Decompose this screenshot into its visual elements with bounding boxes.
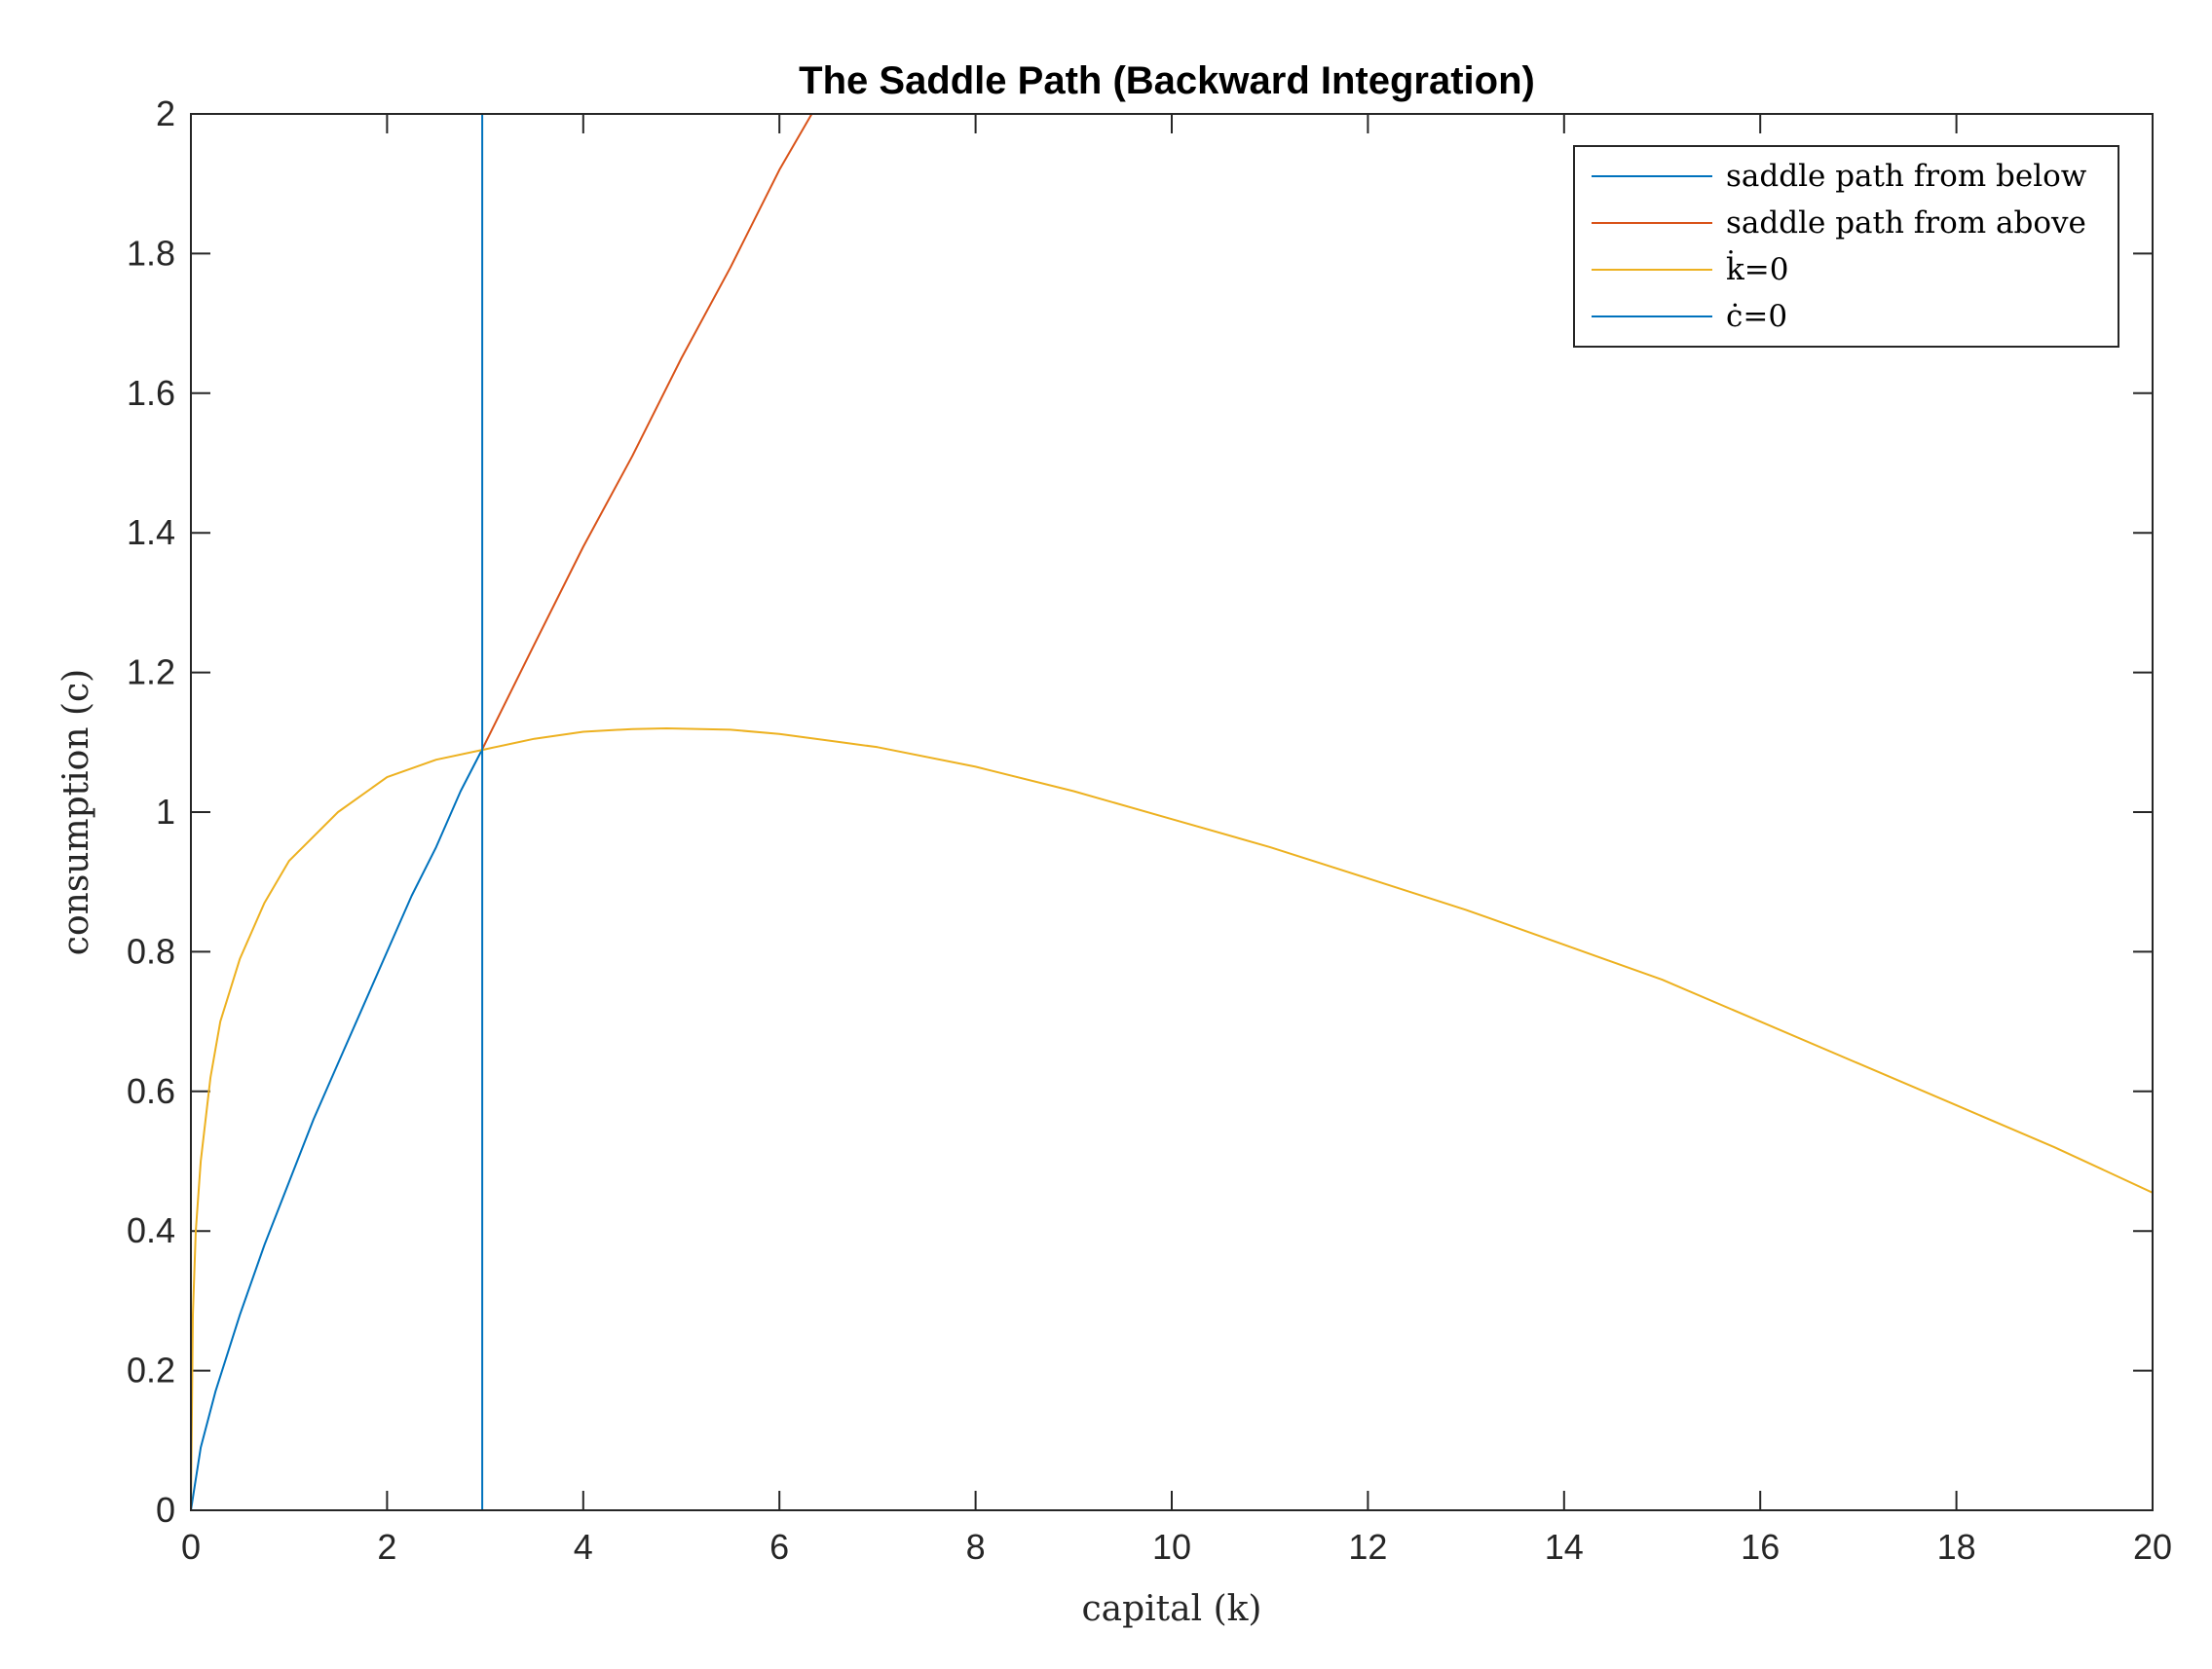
- legend-label-3: ċ=0: [1726, 299, 1787, 334]
- axis-ticks: [190, 113, 2154, 1511]
- x-axis-label: capital (k): [1082, 1589, 1262, 1629]
- y-tick-label: 1.4: [127, 512, 175, 552]
- series-line-0: [191, 748, 484, 1510]
- legend-entries: saddle path from below saddle path from a…: [1592, 159, 2087, 334]
- x-tick-label: 12: [1348, 1527, 1387, 1567]
- x-tick-label: 8: [966, 1527, 986, 1567]
- y-tick-label: 0.8: [127, 931, 175, 971]
- x-tick-label: 6: [769, 1527, 789, 1567]
- x-tick-label: 20: [2133, 1527, 2172, 1567]
- y-axis-label: consumption (c): [56, 669, 96, 955]
- series-line-1: [481, 114, 813, 751]
- series-lines: [191, 114, 2153, 1510]
- x-tick-label: 10: [1152, 1527, 1191, 1567]
- x-tick-label: 4: [574, 1527, 593, 1567]
- series-line-2: [191, 727, 2153, 1510]
- y-tick-label: 2: [156, 93, 175, 133]
- x-tick-label: 16: [1741, 1527, 1780, 1567]
- tick-labels: 0 2 4 6 8 10 12 14 16 18 20 0 0.2 0.4 0.6 0.8 1 1.2 1.4 1.6…: [127, 93, 2172, 1567]
- x-tick-label: 0: [181, 1527, 201, 1567]
- y-tick-label: 0.6: [127, 1071, 175, 1111]
- legend-label-2: k̇=0: [1726, 248, 1788, 287]
- chart-title: The Saddle Path (Backward Integration): [799, 59, 1535, 102]
- legend-box: [1573, 145, 2119, 348]
- y-tick-label: 0: [156, 1490, 175, 1530]
- y-tick-label: 1.2: [127, 652, 175, 692]
- legend-label-0: saddle path from below: [1726, 159, 2087, 194]
- y-tick-label: 0.2: [127, 1351, 175, 1391]
- x-tick-label: 18: [1937, 1527, 1976, 1567]
- y-tick-label: 0.4: [127, 1210, 175, 1250]
- y-axis-label-text: consumption (c): [56, 669, 96, 955]
- legend[interactable]: saddle path from below saddle path from a…: [1573, 145, 2119, 348]
- x-tick-label: 2: [377, 1527, 396, 1567]
- x-axis-label-text: capital (k): [1082, 1589, 1262, 1629]
- x-tick-label: 14: [1545, 1527, 1584, 1567]
- y-tick-label: 1.8: [127, 233, 175, 273]
- legend-label-1: saddle path from above: [1726, 205, 2086, 241]
- axes-box: [190, 113, 2154, 1511]
- y-tick-label: 1: [156, 792, 175, 832]
- y-tick-label: 1.6: [127, 373, 175, 413]
